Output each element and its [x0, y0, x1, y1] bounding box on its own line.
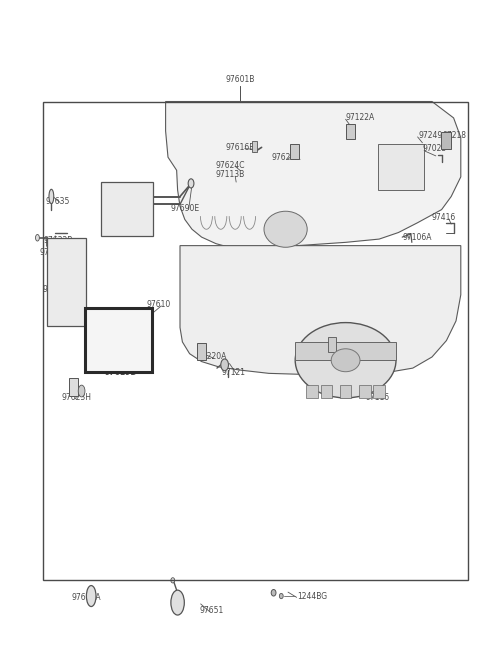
Bar [43, 102, 468, 580]
Bar [321, 385, 332, 398]
Text: 97619E: 97619E [105, 313, 136, 322]
Text: 97116: 97116 [366, 393, 390, 402]
Text: 1244BG: 1244BG [298, 591, 328, 601]
Text: 97122A: 97122A [346, 113, 375, 122]
Bar [69, 378, 78, 396]
Text: 97655A: 97655A [71, 593, 101, 602]
Text: 97619D: 97619D [105, 367, 137, 377]
Bar [252, 141, 257, 152]
Ellipse shape [221, 359, 228, 371]
Text: 97690E: 97690E [170, 204, 200, 213]
Ellipse shape [36, 234, 39, 241]
Text: 97249: 97249 [419, 131, 443, 140]
Text: 95220L: 95220L [348, 354, 377, 363]
Text: 97611B: 97611B [125, 204, 154, 213]
Text: 97629A: 97629A [271, 153, 300, 162]
Bar [290, 144, 299, 159]
Bar [306, 385, 318, 398]
Bar [373, 385, 385, 398]
Text: 97620C: 97620C [40, 248, 69, 257]
Text: 97635: 97635 [46, 196, 70, 206]
Ellipse shape [264, 211, 307, 248]
Text: 97416: 97416 [432, 213, 456, 222]
Text: 97023: 97023 [422, 144, 447, 153]
Text: 97610: 97610 [146, 300, 171, 309]
Polygon shape [166, 102, 461, 249]
Text: 97623H: 97623H [61, 393, 91, 402]
Text: 97624C: 97624C [215, 160, 244, 170]
Bar [340, 385, 351, 398]
Bar [328, 337, 336, 352]
Text: 97623G: 97623G [42, 285, 72, 294]
Bar [441, 132, 451, 149]
Text: 97106A: 97106A [402, 233, 432, 242]
Ellipse shape [86, 586, 96, 607]
Bar [378, 144, 424, 190]
Ellipse shape [331, 348, 360, 371]
Text: 97651: 97651 [199, 606, 224, 615]
Bar [295, 342, 396, 360]
Bar [85, 308, 152, 372]
Polygon shape [180, 246, 461, 375]
Text: 97616B: 97616B [226, 143, 255, 152]
Bar [47, 238, 86, 326]
Text: 97218: 97218 [443, 131, 467, 140]
Ellipse shape [279, 593, 283, 599]
Text: 97121: 97121 [222, 367, 246, 377]
Bar [346, 124, 355, 139]
Text: 97601B: 97601B [225, 75, 255, 84]
Ellipse shape [188, 179, 194, 188]
Text: 97632B: 97632B [43, 236, 72, 245]
Ellipse shape [171, 590, 184, 615]
Ellipse shape [295, 322, 396, 398]
Ellipse shape [78, 385, 85, 397]
Text: 97113B: 97113B [215, 170, 244, 179]
Ellipse shape [271, 590, 276, 596]
Bar [101, 182, 153, 236]
Ellipse shape [49, 189, 54, 204]
Ellipse shape [171, 578, 175, 583]
Text: 95220A: 95220A [198, 352, 227, 362]
Bar [359, 385, 371, 398]
Bar [197, 343, 206, 360]
